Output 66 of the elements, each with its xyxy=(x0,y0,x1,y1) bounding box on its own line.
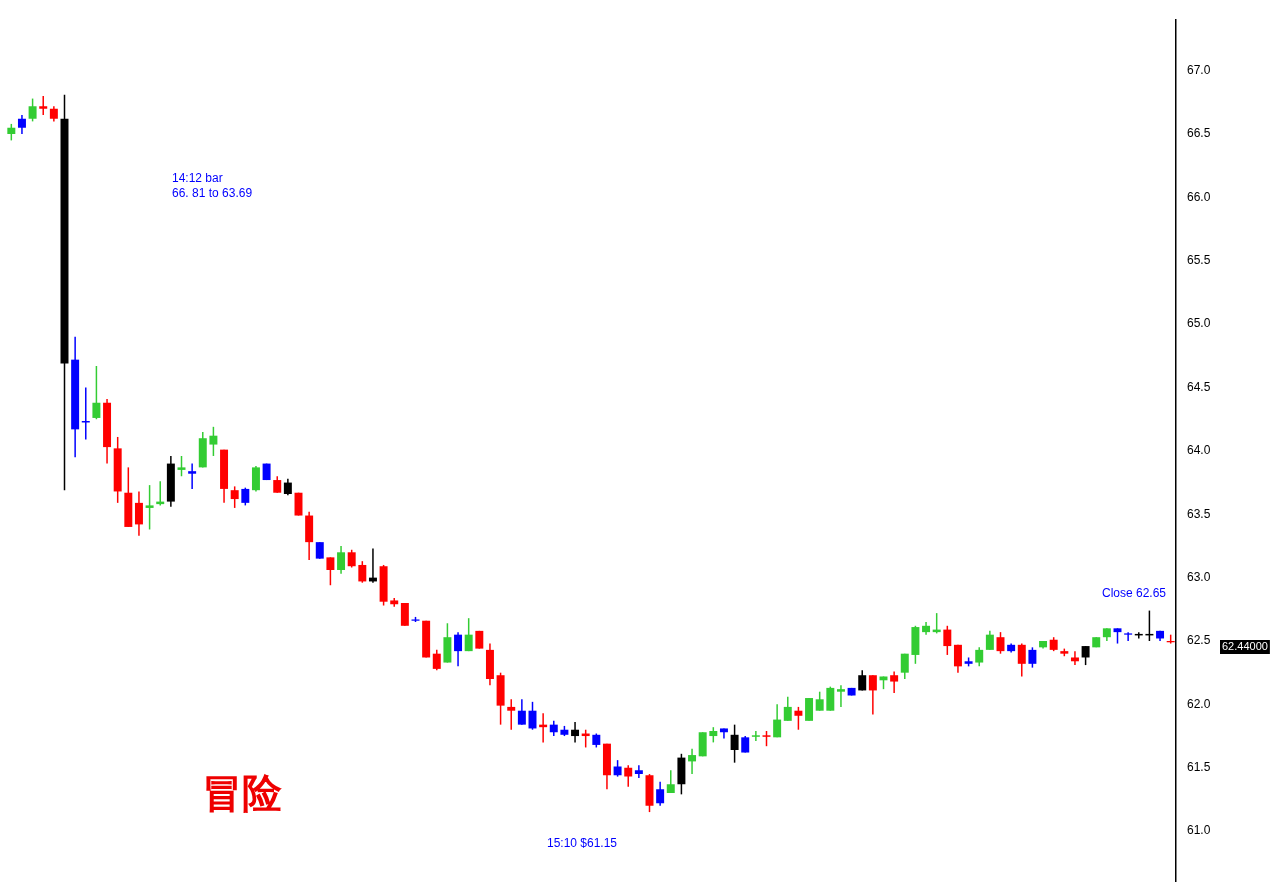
annotation: 15:10 $61.15 xyxy=(546,836,618,851)
candlestick xyxy=(900,652,909,680)
y-tick-label: 67.0 xyxy=(1187,63,1211,78)
candlestick xyxy=(890,670,899,694)
candlestick xyxy=(230,485,239,509)
candlestick xyxy=(634,764,643,779)
candlestick xyxy=(751,730,761,742)
candlestick xyxy=(953,644,962,674)
candlestick xyxy=(826,685,835,712)
candlestick xyxy=(1028,646,1037,669)
candlestick xyxy=(432,649,441,671)
candlestick xyxy=(719,727,728,740)
candlestick xyxy=(1124,631,1133,642)
y-tick-label: 61.0 xyxy=(1187,823,1211,838)
candlestick xyxy=(92,365,101,420)
candlestick xyxy=(1017,642,1026,678)
candlestick xyxy=(81,386,91,441)
candlestick xyxy=(39,95,48,116)
y-tick-label: 64.0 xyxy=(1187,443,1211,458)
candlestick xyxy=(145,484,154,531)
candlestick xyxy=(836,684,845,708)
candlestick xyxy=(624,764,633,788)
y-tick-label: 64.5 xyxy=(1187,379,1211,394)
candlestick xyxy=(326,556,335,586)
candlestick xyxy=(177,455,186,477)
candlestick xyxy=(794,706,803,731)
candlestick xyxy=(251,465,260,493)
candlestick xyxy=(656,780,665,807)
candlestick xyxy=(975,646,984,668)
candlestick xyxy=(337,545,346,575)
candlestick xyxy=(805,697,814,722)
candlestick xyxy=(28,97,37,123)
candlestick xyxy=(868,674,877,716)
candlestick xyxy=(783,696,792,722)
candlestick xyxy=(1070,650,1079,666)
y-tick-label: 66.0 xyxy=(1187,189,1211,204)
candlestick xyxy=(815,690,824,712)
annotation: 冒险 xyxy=(202,769,282,817)
y-tick-label: 65.5 xyxy=(1187,253,1211,268)
y-tick-label: 62.0 xyxy=(1187,696,1211,711)
annotation: 14:12 bar xyxy=(172,171,223,186)
annotation: 66. 81 to 63.69 xyxy=(172,186,253,201)
candlestick xyxy=(188,462,197,490)
candlestick xyxy=(17,114,26,135)
candlestick xyxy=(464,617,473,652)
candlestick xyxy=(943,625,952,656)
text: 62.44000 xyxy=(1222,640,1268,653)
candlestick xyxy=(688,747,697,775)
annotation: Close 62.65 xyxy=(1101,586,1167,601)
candlestick xyxy=(985,630,994,651)
y-tick-label: 63.0 xyxy=(1187,569,1211,584)
candlestick xyxy=(454,631,463,668)
candlestick xyxy=(1081,645,1090,666)
y-tick-label: 66.5 xyxy=(1187,126,1211,141)
y-tick-label: 62.5 xyxy=(1187,633,1211,648)
candlestick xyxy=(209,426,218,457)
candlestick xyxy=(134,490,143,537)
candlestick xyxy=(358,560,367,584)
y-tick-label: 63.5 xyxy=(1187,506,1211,521)
y-tick-label: 61.5 xyxy=(1187,760,1211,775)
candlestick xyxy=(571,721,580,744)
candlestick xyxy=(773,703,782,739)
candlestick xyxy=(517,698,526,726)
y-tick-label: 65.0 xyxy=(1187,316,1211,331)
candlestick xyxy=(730,723,739,764)
candlestick xyxy=(507,698,516,731)
